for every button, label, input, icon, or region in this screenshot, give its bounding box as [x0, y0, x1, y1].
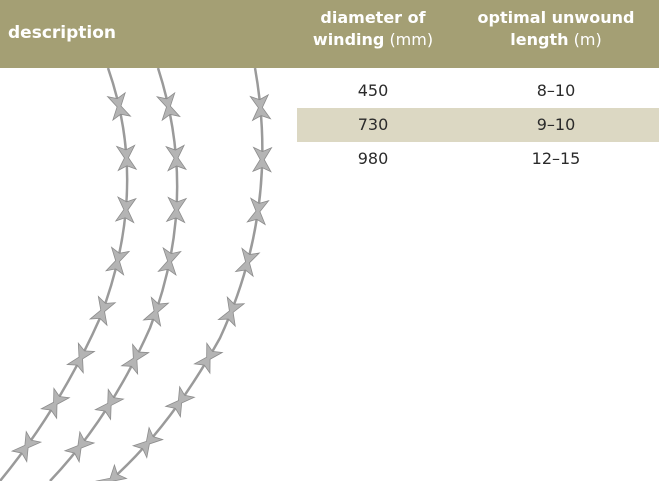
table-cell: 8–10	[536, 81, 576, 100]
table-row: 450 8–10	[297, 74, 659, 108]
header-line: optimal unwound	[477, 8, 635, 27]
wire-blade	[106, 91, 132, 122]
wire-blade	[217, 296, 246, 328]
wire-blade	[131, 426, 164, 459]
table-header: description diameter of winding (mm) opt…	[0, 0, 659, 68]
header-line: winding	[312, 30, 385, 49]
wire-blade	[10, 430, 43, 463]
wire	[49, 68, 179, 481]
wire-blade	[115, 144, 138, 172]
wire-blade	[164, 385, 196, 419]
wire-blade	[66, 341, 96, 375]
wire-blade	[40, 387, 71, 420]
table-cell: 730	[357, 115, 389, 134]
table-cell: 12–15	[531, 149, 581, 168]
wire-blade	[165, 196, 188, 224]
header-description: description	[8, 23, 117, 43]
header-unit: (m)	[573, 30, 602, 49]
table-row: 730 9–10	[297, 108, 659, 142]
wire-blade	[88, 295, 117, 327]
header-column: diameter of winding (mm)	[273, 7, 473, 51]
table-cell: 980	[357, 149, 389, 168]
wire-blade	[155, 91, 181, 122]
wire-blade	[246, 197, 270, 226]
header-line: length	[510, 30, 569, 49]
wire-blade	[95, 463, 128, 481]
table-row: 980 12–15	[297, 142, 659, 176]
header-unit: (mm)	[389, 30, 434, 49]
wire-blade	[94, 388, 125, 421]
barbed-wire-image	[0, 68, 273, 481]
header-column: optimal unwound length (m)	[456, 7, 656, 51]
wire	[109, 68, 264, 481]
table-cell: 450	[357, 81, 389, 100]
wire-blade	[157, 246, 182, 277]
wire-blade	[63, 430, 96, 464]
wire-blade	[120, 343, 150, 376]
wire-blade	[234, 247, 261, 278]
wire-blade	[104, 246, 131, 276]
wire-blade	[114, 196, 137, 224]
wire-blade	[193, 342, 224, 375]
wire-blade	[251, 146, 273, 173]
table-cell: 9–10	[536, 115, 576, 134]
wire	[0, 68, 129, 481]
wire-blade	[142, 296, 170, 327]
wire-blade	[249, 93, 272, 122]
header-line: diameter of	[320, 8, 426, 27]
wire-blade	[165, 144, 187, 172]
